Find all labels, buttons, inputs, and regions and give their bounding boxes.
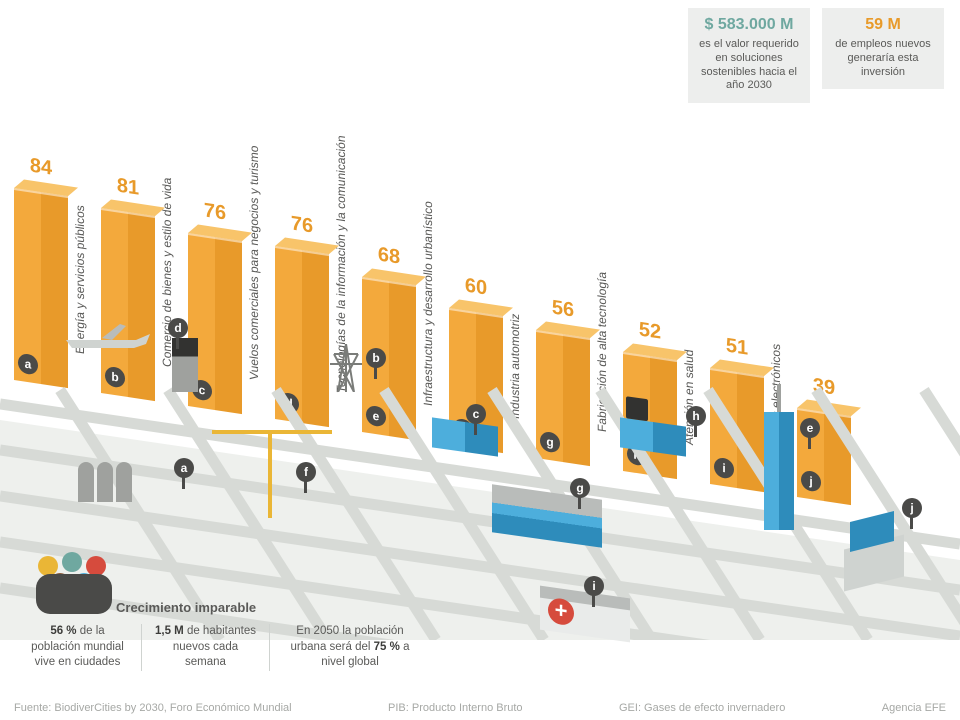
footer-gei: GEI: Gases de efecto invernadero <box>619 702 785 714</box>
map-pin-d: d <box>168 318 188 338</box>
map-pin-c: c <box>466 404 486 424</box>
people-icon <box>30 550 118 614</box>
map-pin-h: h <box>686 406 706 426</box>
callout-small: de empleos nuevos generaría esta inversi… <box>830 38 936 79</box>
callout-0: $ 583.000 M es el valor requerido en solu… <box>688 8 810 103</box>
isometric-city: d b c h e a f g j i <box>0 300 960 640</box>
map-pin-b: b <box>366 348 386 368</box>
growth-stats: 56 % de la población mundial vive en ciu… <box>14 624 430 671</box>
map-pin-g: g <box>570 478 590 498</box>
stat-1: 1,5 M de habitantes nuevos cada semana <box>142 624 270 671</box>
map-pin-a: a <box>174 458 194 478</box>
crane-icon <box>268 430 272 518</box>
footer-pib: PIB: Producto Interno Bruto <box>388 702 523 714</box>
map-pin-e: e <box>800 418 820 438</box>
callout-big: $ 583.000 M <box>696 16 802 34</box>
map-pin-f: f <box>296 462 316 482</box>
bar-value: 60 <box>449 272 503 303</box>
silos-icon <box>78 462 142 502</box>
footer-agency: Agencia EFE <box>882 702 946 714</box>
plane-icon <box>62 324 158 352</box>
footer-source: Fuente: BiodiverCities by 2030, Foro Eco… <box>14 702 292 714</box>
callout-1: 59 M de empleos nuevos generaría esta inv… <box>822 8 944 89</box>
comms-tower-icon <box>764 412 794 530</box>
power-pylon-icon <box>328 344 364 392</box>
bar-value: 84 <box>14 152 68 183</box>
bar-value: 76 <box>275 210 329 241</box>
footer: Fuente: BiodiverCities by 2030, Foro Eco… <box>14 702 946 714</box>
callout-big: 59 M <box>830 16 936 34</box>
stat-0: 56 % de la población mundial vive en ciu… <box>14 624 142 671</box>
bar-value: 81 <box>101 172 155 203</box>
growth-title: Crecimiento imparable <box>116 600 256 615</box>
map-pin-i: i <box>584 576 604 596</box>
stat-2: En 2050 la población urbana será del 75 … <box>270 624 430 671</box>
bar-value: 68 <box>362 241 416 272</box>
callout-small: es el valor requerido en soluciones sost… <box>696 38 802 93</box>
map-pin-j: j <box>902 498 922 518</box>
bar-value: 76 <box>188 197 242 228</box>
